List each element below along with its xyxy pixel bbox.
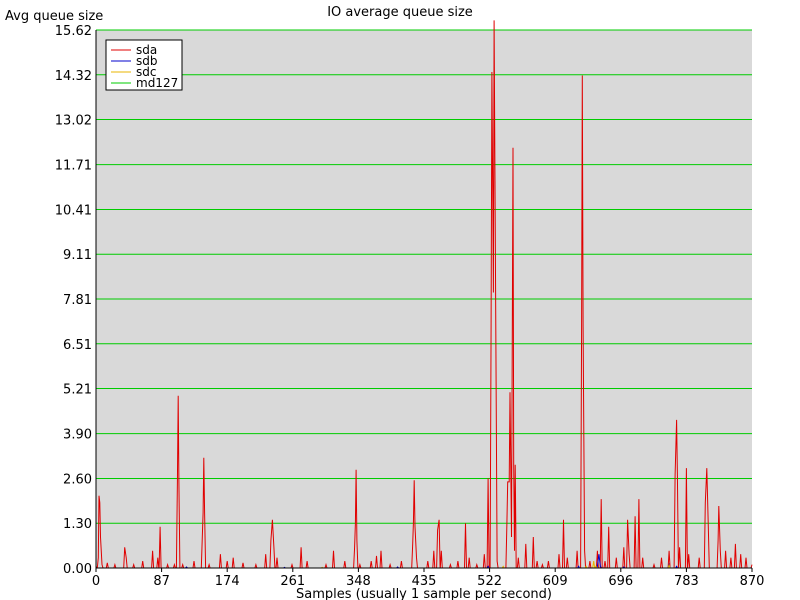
y-tick-label: 9.11: [63, 248, 92, 263]
x-tick-label: 696: [608, 574, 633, 589]
y-tick-label: 13.02: [55, 114, 92, 129]
legend-label-sdc: sdc: [136, 65, 156, 79]
x-tick-label: 783: [674, 574, 699, 589]
x-tick-label: 435: [412, 574, 437, 589]
x-tick-label: 0: [92, 574, 100, 589]
y-tick-label: 0.00: [63, 562, 92, 577]
y-tick-label: 7.81: [63, 293, 92, 308]
x-tick-label: 870: [740, 574, 765, 589]
y-tick-label: 2.60: [63, 472, 92, 487]
y-tick-label: 14.32: [55, 69, 92, 84]
legend-box: [105, 39, 183, 91]
x-tick-label: 261: [280, 574, 305, 589]
series-line-sda: [95, 20, 753, 569]
chart-title: IO average queue size: [327, 5, 473, 20]
tick-labels: 0.00 1.30 2.60 3.90 5.21 6.51 7.81 9.11 10.41 11.…: [55, 24, 765, 589]
y-tick-label: 15.62: [55, 24, 92, 39]
x-tick-label: 87: [153, 574, 170, 589]
y-tick-label: 3.90: [63, 428, 92, 443]
y-tick-label: 10.41: [55, 203, 92, 218]
x-tick-label: 522: [477, 574, 502, 589]
y-tick-label: 11.71: [55, 159, 92, 174]
x-tick-label: 609: [543, 574, 568, 589]
x-tick-label: 174: [215, 574, 240, 589]
y-tick-label: 6.51: [63, 338, 92, 353]
x-tick-label: 348: [346, 574, 371, 589]
legend-label-md127: md127: [136, 76, 178, 90]
y-tick-label: 1.30: [63, 517, 92, 532]
legend-label-sda: sda: [136, 43, 157, 57]
x-axis-label: Samples (usually 1 sample per second): [296, 587, 552, 600]
y-tick-label: 5.21: [63, 383, 92, 398]
grid-lines: [96, 29, 752, 569]
y-axis-label: Avg queue size: [5, 9, 103, 24]
legend-label-sdb: sdb: [136, 54, 158, 68]
